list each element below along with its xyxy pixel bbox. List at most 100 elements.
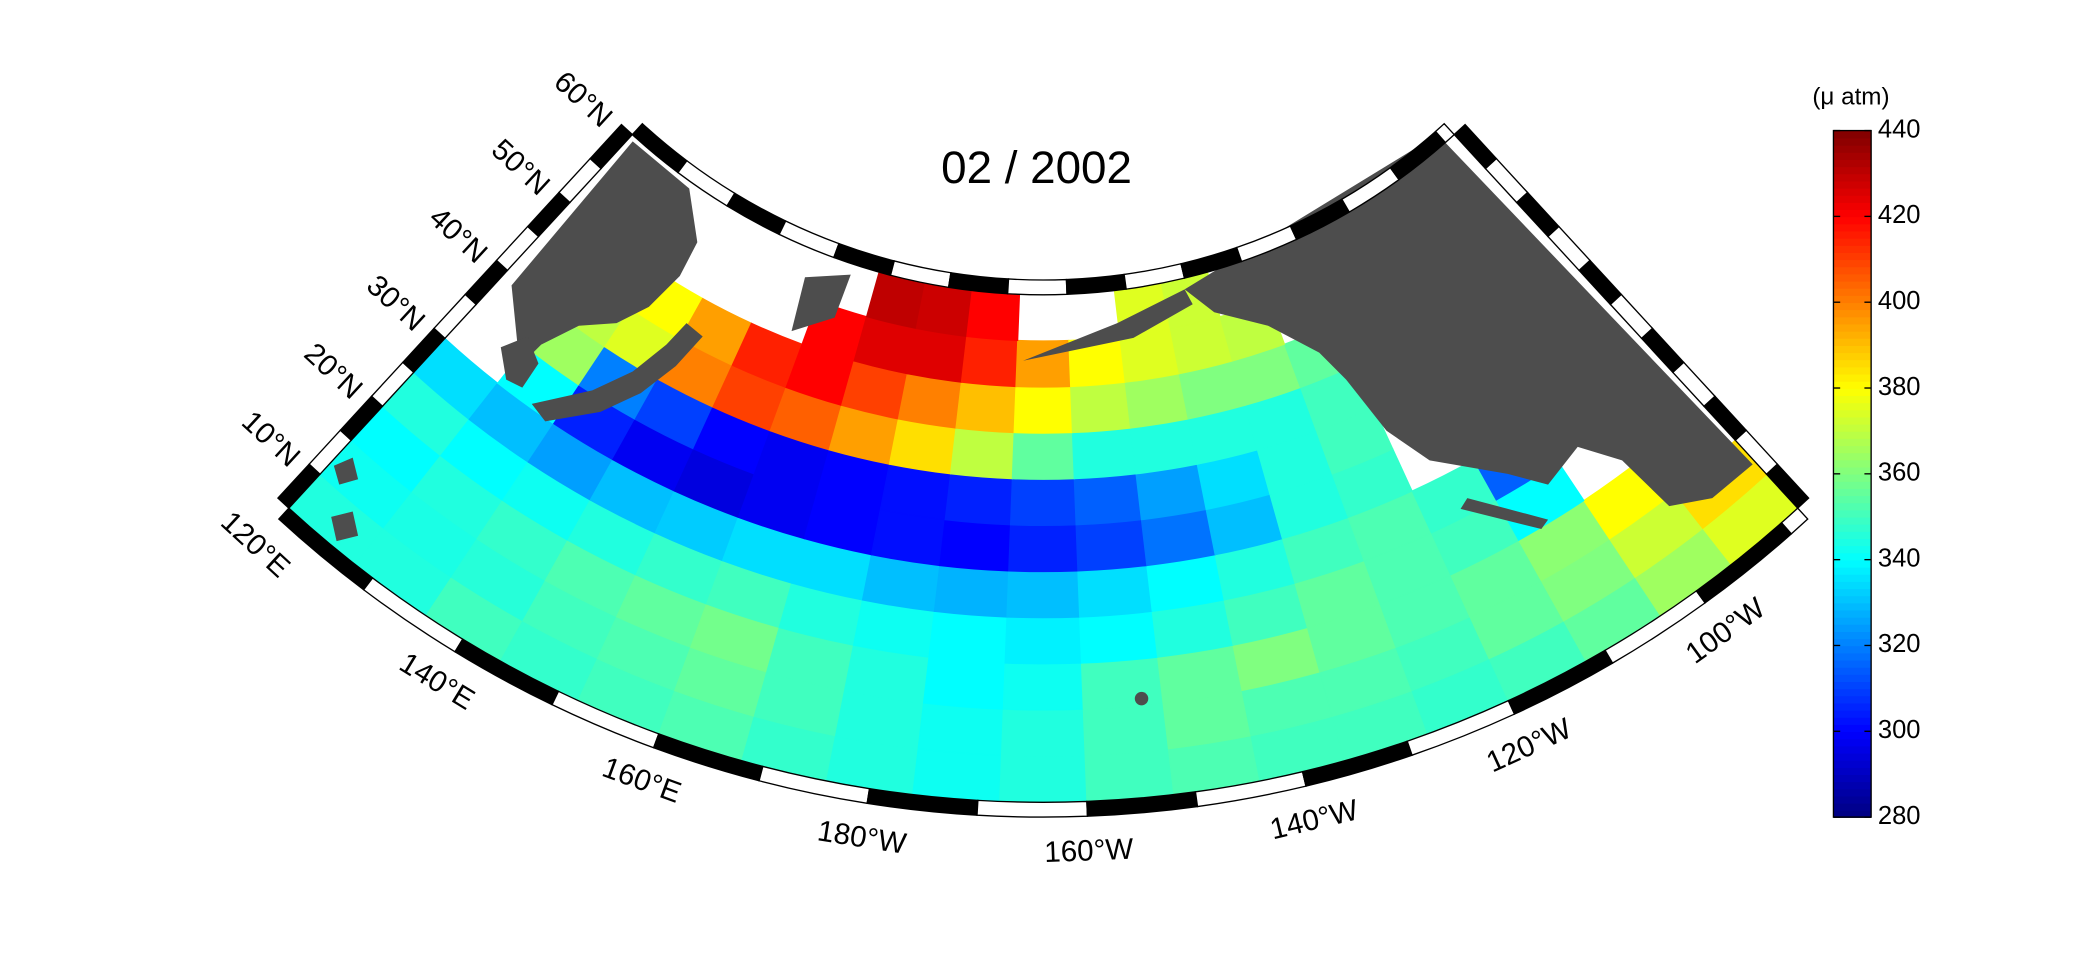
colorbar-swatch (1833, 759, 1872, 768)
map-frame (276, 122, 1810, 818)
longitude-label: 140°W (1267, 793, 1361, 846)
colorbar-swatch (1833, 295, 1872, 304)
colorbar-swatch (1833, 573, 1872, 582)
colorbar-swatch (1833, 273, 1872, 282)
colorbar-swatch (1833, 137, 1872, 146)
colorbar-swatch (1833, 309, 1872, 318)
colorbar-swatch (1833, 652, 1872, 661)
colorbar-swatch (1833, 373, 1872, 382)
pco2-cell (1079, 610, 1159, 664)
colorbar-swatch (1833, 688, 1872, 697)
pco2-cell (928, 610, 1008, 664)
colorbar-swatch (1833, 466, 1872, 475)
colorbar-swatch (1833, 602, 1872, 611)
pco2-cell (933, 564, 1010, 618)
colorbar-swatch (1833, 774, 1872, 783)
colorbar-tick-label: 280 (1878, 802, 1921, 830)
pco2-cell (939, 519, 1012, 572)
colorbar-swatch (1833, 659, 1872, 668)
colorbar-swatch (1833, 495, 1872, 504)
colorbar-swatch (1833, 380, 1872, 389)
colorbar-swatch (1833, 166, 1872, 175)
colorbar-swatch (1833, 337, 1872, 346)
colorbar-swatch (1833, 230, 1872, 239)
pco2-cell (1075, 519, 1148, 572)
longitude-label: 160°W (1044, 833, 1134, 869)
colorbar-swatch (1833, 323, 1872, 332)
pco2-cell (1004, 616, 1083, 665)
colorbar-label: (μ atm) (1812, 84, 1889, 111)
colorbar-swatch (1833, 588, 1872, 597)
colorbar-swatch (1833, 581, 1872, 590)
colorbar-swatch (1833, 280, 1872, 289)
colorbar-swatch (1833, 488, 1872, 497)
land-alaska-peninsula (1023, 289, 1193, 361)
latitude-label: 10°N (235, 405, 306, 474)
colorbar-swatch (1833, 716, 1872, 725)
colorbar-tick-label: 380 (1878, 373, 1921, 401)
colorbar-swatch (1833, 202, 1872, 211)
latitude-label: 40°N (423, 201, 494, 270)
pco2-cell (960, 335, 1019, 388)
colorbar-swatch (1833, 709, 1872, 718)
land-baja (1460, 498, 1549, 530)
colorbar-swatch (1833, 788, 1872, 797)
colorbar-tick-label: 440 (1878, 115, 1921, 143)
pco2-cell (1084, 748, 1175, 802)
latitude-label: 30°N (360, 269, 431, 338)
colorbar-swatch (1833, 159, 1872, 168)
longitude-label: 180°W (815, 814, 908, 861)
pco2-cell (955, 381, 1017, 434)
pco2-cell (1080, 656, 1164, 710)
colorbar-swatch (1833, 366, 1872, 375)
pco2-cell (917, 702, 1004, 756)
frame-segment (832, 242, 896, 277)
colorbar-swatch (1833, 802, 1872, 811)
land-japan (531, 323, 703, 422)
latitude-label: 20°N (298, 337, 369, 406)
colorbar-swatch (1833, 616, 1872, 625)
latitude-label: 60°N (548, 65, 619, 134)
colorbar-tick-label: 300 (1878, 716, 1921, 744)
colorbar-swatch (1833, 187, 1872, 196)
frame-segment (433, 293, 478, 340)
colorbar: 280 300 320 340 360 380 400 420 440 (1832, 115, 1921, 830)
colorbar-swatch (1833, 502, 1872, 511)
colorbar-swatch (1833, 538, 1872, 547)
colorbar-swatch (1833, 259, 1872, 268)
colorbar-swatch (1833, 566, 1872, 575)
colorbar-swatch (1833, 695, 1872, 704)
colorbar-swatch (1833, 316, 1872, 325)
colorbar-swatch (1833, 452, 1872, 461)
colorbar-swatch (1833, 395, 1872, 404)
frame-segment (778, 220, 840, 259)
colorbar-swatch (1833, 631, 1872, 640)
pco2-cell (915, 282, 973, 338)
colorbar-swatch (1833, 702, 1872, 711)
colorbar-swatch (1833, 638, 1872, 647)
colorbar-swatch (1833, 473, 1872, 482)
pco2-cell (1073, 473, 1142, 526)
colorbar-swatch (1833, 480, 1872, 489)
colorbar-swatch (1833, 237, 1872, 246)
colorbar-swatch (1833, 409, 1872, 418)
colorbar-swatch (1833, 516, 1872, 525)
colorbar-tick-label: 420 (1878, 201, 1921, 229)
colorbar-swatch (1833, 752, 1872, 761)
colorbar-swatch (1833, 287, 1872, 296)
colorbar-swatch (1833, 781, 1872, 790)
frame-segment (726, 192, 787, 236)
colorbar-tick-label: 320 (1878, 630, 1921, 658)
colorbar-swatch (1833, 130, 1872, 139)
colorbar-swatch (1833, 244, 1872, 253)
pco2-cell (1006, 570, 1081, 619)
colorbar-swatch (1833, 645, 1872, 654)
colorbar-swatch (1833, 266, 1872, 275)
colorbar-swatch (1833, 531, 1872, 540)
colorbar-swatch (1833, 674, 1872, 683)
colorbar-swatch (1833, 416, 1872, 425)
pco2-cell (1009, 478, 1077, 527)
colorbar-swatch (1833, 144, 1872, 153)
colorbar-swatch (1833, 352, 1872, 361)
